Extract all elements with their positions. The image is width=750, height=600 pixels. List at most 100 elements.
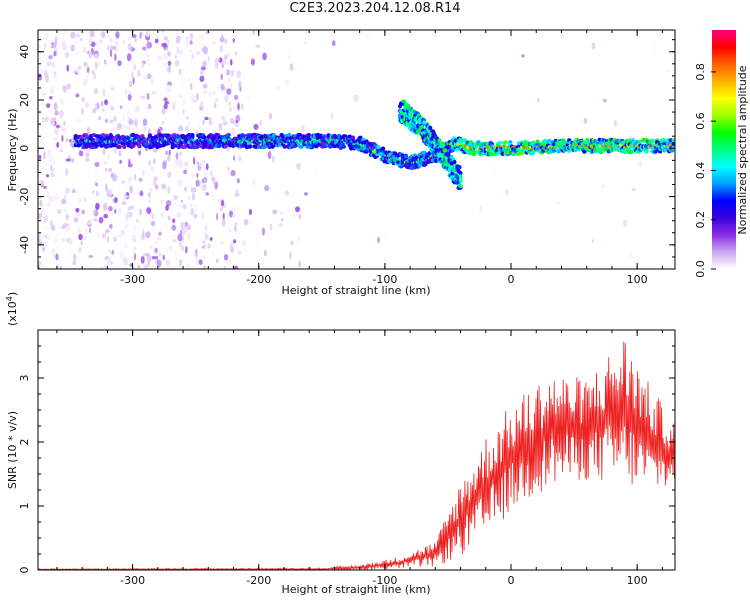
noise-speckle xyxy=(262,52,267,61)
noise-speckle xyxy=(203,46,209,55)
noise-speckle xyxy=(204,116,209,121)
noise-speckle xyxy=(200,100,204,108)
noise-speckle xyxy=(124,243,128,249)
noise-speckle xyxy=(175,254,178,261)
noise-speckle xyxy=(174,59,180,67)
noise-speckle xyxy=(230,169,236,177)
noise-speckle xyxy=(42,250,47,256)
noise-speckle xyxy=(170,228,173,236)
noise-speckle xyxy=(211,194,215,200)
noise-speckle xyxy=(150,220,156,227)
noise-speckle xyxy=(122,125,126,130)
noise-speckle xyxy=(78,246,82,254)
snr-xtick-label: 0 xyxy=(508,574,515,587)
noise-speckle xyxy=(146,41,151,49)
noise-speckle xyxy=(151,213,154,220)
noise-speckle xyxy=(165,47,169,51)
noise-speckle xyxy=(82,78,88,87)
noise-speckle xyxy=(66,51,69,58)
noise-speckle xyxy=(89,30,95,38)
noise-speckle xyxy=(92,209,96,216)
noise-speckle xyxy=(40,84,44,90)
noise-speckle xyxy=(114,53,117,61)
noise-speckle xyxy=(250,58,255,66)
noise-speckle xyxy=(201,184,207,192)
noise-speckle xyxy=(301,125,305,133)
ridge-mark xyxy=(561,138,566,143)
noise-speckle xyxy=(52,61,55,68)
noise-speckle xyxy=(247,122,250,128)
noise-speckle xyxy=(126,125,131,130)
noise-speckle xyxy=(110,105,115,111)
noise-speckle xyxy=(141,232,145,240)
noise-speckle xyxy=(221,33,224,42)
noise-speckle xyxy=(179,242,182,248)
noise-speckle xyxy=(101,101,104,107)
noise-speckle xyxy=(190,208,194,216)
noise-speckle xyxy=(70,44,76,52)
noise-speckle xyxy=(46,61,52,66)
noise-speckle xyxy=(125,195,129,198)
noise-speckle xyxy=(75,33,81,38)
noise-speckle xyxy=(232,43,237,49)
noise-speckle xyxy=(181,245,184,252)
noise-speckle xyxy=(203,265,206,269)
ridge-mark xyxy=(585,138,590,142)
noise-speckle xyxy=(330,112,334,120)
noise-speckle xyxy=(78,233,83,241)
noise-speckle xyxy=(81,96,85,103)
noise-speckle xyxy=(96,102,100,110)
noise-speckle xyxy=(112,98,116,107)
noise-speckle xyxy=(183,252,188,261)
noise-speckle xyxy=(203,171,209,179)
noise-speckle xyxy=(78,150,84,157)
noise-speckle xyxy=(128,176,132,182)
noise-speckle xyxy=(114,147,117,155)
noise-speckle xyxy=(236,178,240,184)
noise-speckle xyxy=(219,44,224,53)
noise-speckle xyxy=(103,161,107,165)
noise-speckle xyxy=(50,248,56,256)
noise-speckle xyxy=(127,89,132,95)
noise-speckle xyxy=(203,176,208,184)
noise-speckle xyxy=(150,245,154,249)
noise-speckle xyxy=(49,86,55,95)
noise-speckle xyxy=(263,249,267,257)
noise-speckle xyxy=(158,231,162,236)
noise-speckle xyxy=(215,57,219,65)
noise-speckle xyxy=(167,60,172,66)
noise-speckle xyxy=(41,92,47,96)
noise-speckle xyxy=(154,48,158,52)
noise-speckle xyxy=(222,212,225,221)
ridge-mark xyxy=(380,146,386,151)
ridge-mark xyxy=(653,149,658,154)
noise-speckle xyxy=(72,175,77,183)
noise-speckle xyxy=(82,46,87,54)
noise-speckle xyxy=(221,199,224,207)
branch-mark xyxy=(458,183,463,189)
noise-speckle xyxy=(103,202,108,211)
noise-speckle xyxy=(227,166,230,172)
noise-speckle xyxy=(234,51,238,57)
noise-speckle xyxy=(136,70,141,77)
noise-speckle xyxy=(104,183,108,192)
noise-speckle xyxy=(72,253,77,262)
noise-speckle xyxy=(236,70,242,78)
noise-speckle xyxy=(49,220,53,226)
noise-speckle xyxy=(92,190,95,194)
noise-speckle xyxy=(83,197,87,202)
noise-speckle xyxy=(116,123,119,131)
noise-speckle xyxy=(253,123,259,130)
noise-speckle xyxy=(212,41,215,45)
ridge-mark xyxy=(556,149,561,154)
noise-speckle xyxy=(38,261,42,265)
noise-speckle xyxy=(212,249,215,257)
noise-speckle xyxy=(234,155,239,160)
noise-speckle xyxy=(302,199,307,205)
noise-speckle xyxy=(216,212,219,221)
noise-speckle xyxy=(192,220,198,227)
snr-xtick-label: -200 xyxy=(246,574,271,587)
colorbar-tick-label: 0.0 xyxy=(694,260,707,278)
noise-speckle xyxy=(365,33,370,40)
noise-speckle xyxy=(132,238,137,242)
